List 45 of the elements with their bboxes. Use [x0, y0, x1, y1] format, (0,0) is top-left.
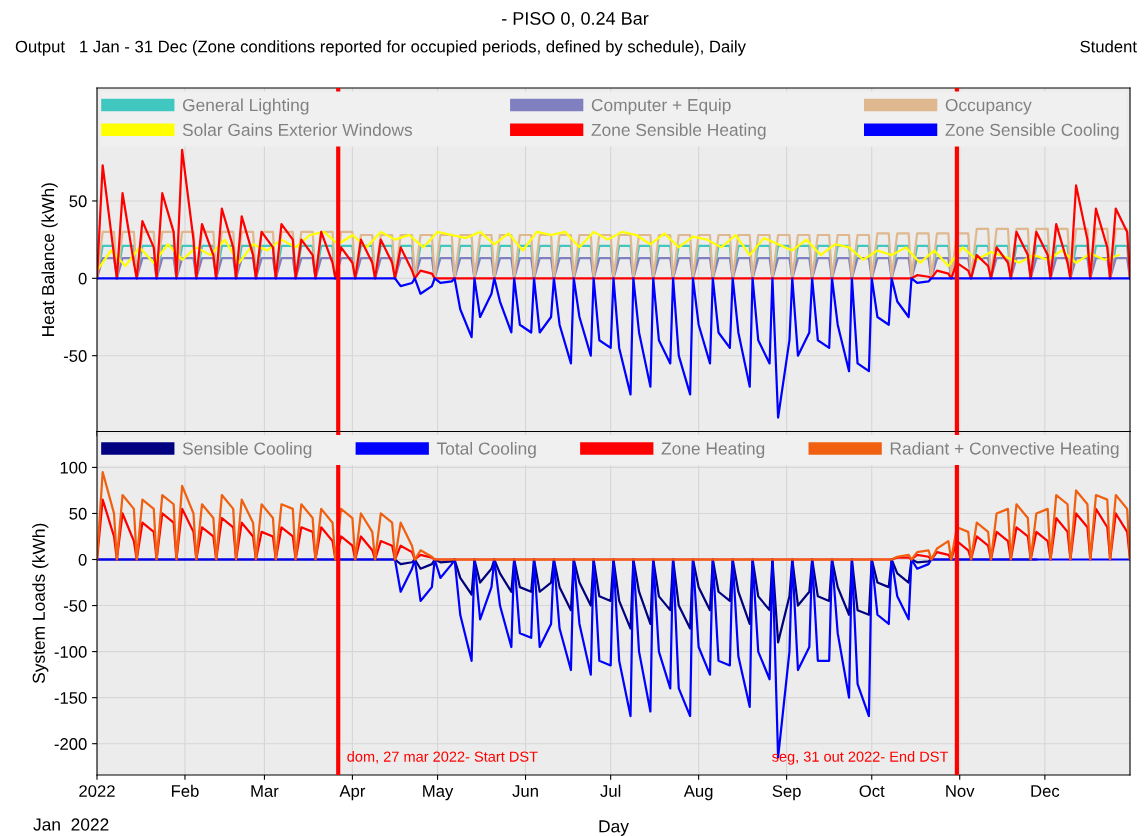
x-tick-label: 2022: [79, 785, 115, 797]
y-tick-label: -150: [54, 692, 87, 704]
y-tick-label: 50: [69, 507, 87, 520]
y-tick-label: 0: [78, 272, 87, 285]
x-tick-label: May: [423, 785, 454, 801]
legend-label: Zone Heating: [661, 441, 765, 459]
legend-label: General Lighting: [182, 98, 309, 115]
text: Student: [1080, 40, 1137, 53]
line-series: [97, 470, 1130, 561]
line-series: [97, 227, 1130, 280]
y-tick-label: 0: [78, 553, 87, 566]
legend-label: Sensible Cooling: [182, 441, 312, 459]
line-series: [97, 277, 1130, 419]
legend-label: Computer + Equip: [591, 98, 731, 115]
x-tick-label: Oct: [859, 785, 885, 797]
y-axis-title: Heat Balance (kWh): [41, 183, 58, 336]
x-tick-label: Aug: [683, 785, 713, 801]
ref-line-label: seg, 31 out 2022- End DST: [772, 751, 949, 765]
x-tick-label: Jul: [600, 784, 621, 797]
x-tick-label: Sep: [772, 785, 801, 801]
x-axis-title: Day: [599, 820, 629, 836]
text: Jan 2022: [33, 818, 109, 831]
y-tick-label: -50: [63, 350, 87, 362]
chart-subtitle: Output 1 Jan - 31 Dec (Zone conditions reported for occupied periods, defined by schedule), Daily: [15, 40, 746, 56]
x-tick-label: Mar: [251, 785, 279, 797]
legend-label: Radiant + Convective Heating: [890, 441, 1119, 459]
y-tick-label: -200: [54, 738, 87, 750]
x-tick-label: Apr: [339, 785, 366, 801]
y-tick-label: -100: [54, 646, 87, 658]
y-tick-label: 50: [69, 195, 87, 208]
chart-title: - PISO 0, 0.24 Bar: [502, 12, 649, 27]
y-tick-label: -50: [63, 599, 87, 612]
y-axis-title: System Loads (kWh): [32, 523, 49, 684]
line-series: [97, 230, 1120, 272]
y-tick-label: 100: [60, 461, 87, 474]
legend-label: Total Cooling: [436, 441, 536, 459]
ref-line-label: dom, 27 mar 2022- Start DST: [347, 751, 538, 764]
x-tick-label: Jun: [512, 785, 538, 797]
legend-label: Zone Sensible Heating: [591, 123, 766, 140]
legend-label: Solar Gains Exterior Windows: [182, 123, 413, 137]
legend-label: Occupancy: [945, 98, 1032, 115]
x-tick-label: Dec: [1031, 785, 1060, 797]
x-tick-label: Feb: [171, 784, 199, 797]
x-tick-label: Nov: [946, 785, 975, 797]
legend-label: Zone Sensible Cooling: [945, 123, 1119, 140]
